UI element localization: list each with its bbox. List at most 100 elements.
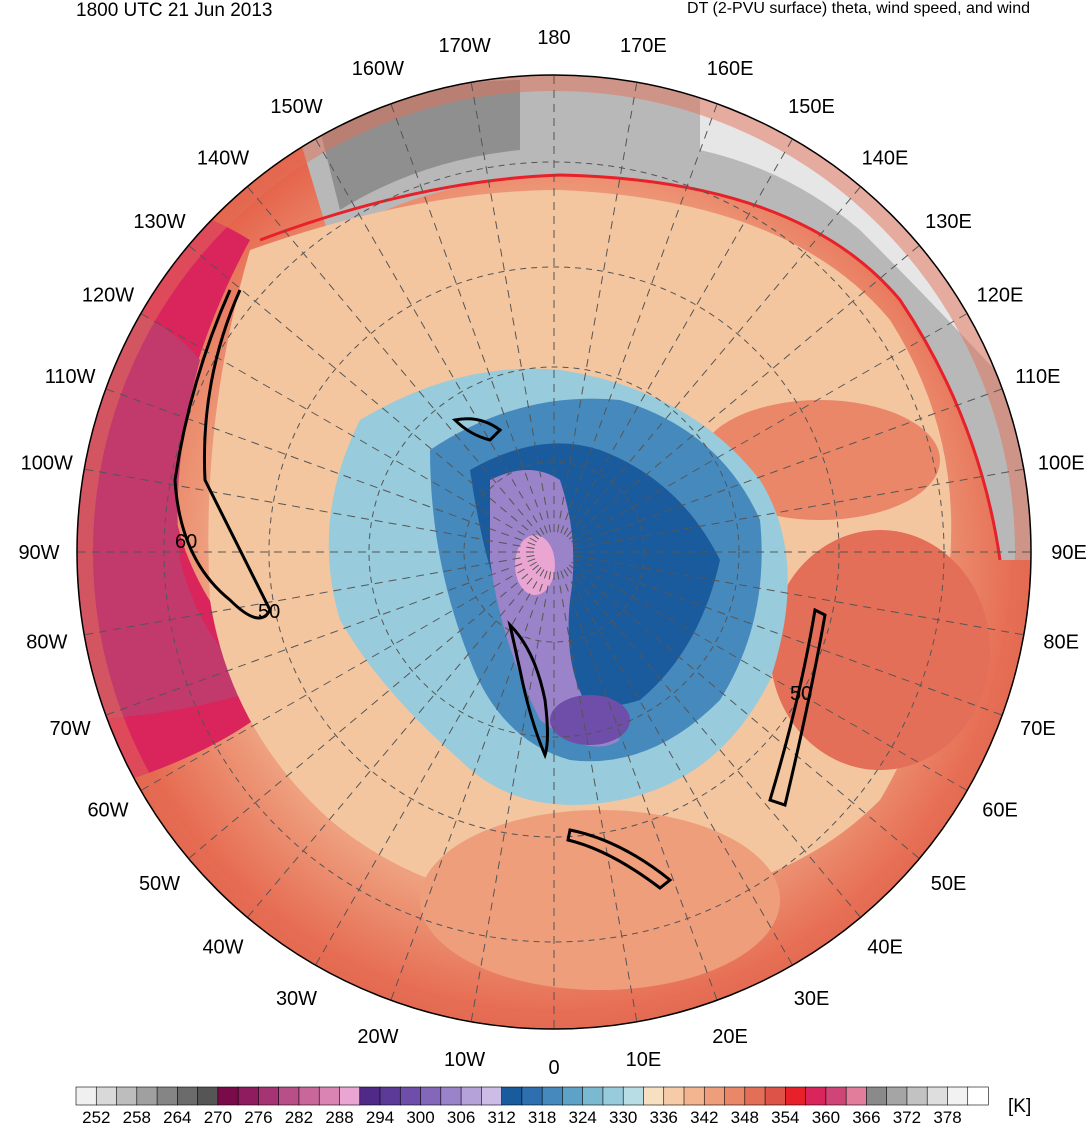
meridian-line [571, 313, 968, 543]
longitude-label: 80W [26, 631, 67, 653]
longitude-label: 170W [438, 35, 490, 57]
colorbar-swatch [399, 1086, 422, 1106]
longitude-label: 120W [82, 285, 134, 307]
colorbar-tick-label: 264 [163, 1108, 191, 1126]
wind-speed-contours [173, 289, 827, 890]
meridian-line [247, 566, 542, 918]
longitude-label: 160W [352, 58, 404, 80]
meridian-line [470, 82, 552, 533]
meridian-line [390, 103, 548, 534]
longitude-label: 110W [45, 366, 96, 388]
longitude-label: 70W [50, 718, 91, 740]
meridian-line [563, 569, 793, 966]
colorbar-swatch [440, 1086, 462, 1106]
theta-field [77, 75, 1031, 1029]
meridian-line [566, 566, 861, 918]
meridian-line [315, 569, 545, 966]
colorbar-tick-label: 372 [893, 1108, 921, 1126]
colorbar-swatch [703, 1086, 726, 1106]
colorbar-swatch [75, 1086, 97, 1106]
longitude-label: 150W [270, 96, 322, 118]
longitude-label: 90E [1051, 542, 1087, 564]
colorbar-swatch [926, 1086, 949, 1106]
colorbar-tick-label: 324 [569, 1108, 597, 1126]
longitude-label: 20E [712, 1026, 748, 1048]
longitude-label: 60E [982, 800, 1018, 822]
longitude-label: 100W [21, 453, 73, 475]
colorbar-tick-label: 258 [123, 1108, 151, 1126]
longitude-label: 70E [1020, 718, 1056, 740]
colorbar-tick-label: 318 [528, 1108, 556, 1126]
colorbar-swatch [359, 1086, 381, 1106]
longitude-label: 50E [931, 873, 967, 895]
longitude-label: 50W [139, 873, 180, 895]
meridian-line [188, 245, 540, 540]
colorbar-tick-label: 282 [285, 1108, 313, 1126]
product-title: DT (2-PVU surface) theta, wind speed, an… [687, 0, 1030, 17]
longitude-label: 30E [794, 988, 830, 1010]
colorbar-swatch [805, 1086, 827, 1106]
longitude-label: 90W [18, 542, 59, 564]
colorbar-swatch [744, 1086, 766, 1106]
colorbar-tick-label: 330 [609, 1108, 637, 1126]
meridian-line [560, 570, 718, 1001]
longitude-label: 0 [548, 1057, 559, 1079]
colorbar-swatch [136, 1086, 158, 1106]
longitude-label: 120E [977, 285, 1024, 307]
colorbar-swatch [298, 1086, 320, 1106]
longitude-label: 110E [1015, 366, 1060, 388]
colorbar-swatch [643, 1086, 665, 1106]
colorbar-tick-label: 276 [244, 1108, 272, 1126]
meridian-line [573, 468, 1024, 550]
colorbar-tick-label: 366 [852, 1108, 880, 1126]
colorbar-tick-label: 300 [406, 1108, 434, 1126]
colorbar-swatch [825, 1086, 847, 1106]
colorbar-swatch [663, 1086, 685, 1106]
meridian-line [84, 468, 535, 550]
colorbar-swatch [562, 1086, 584, 1106]
contour-label-60: 60 [175, 531, 197, 553]
meridian-line [140, 561, 537, 791]
longitude-label: 80E [1043, 631, 1079, 653]
meridian-line [571, 561, 968, 791]
colorbar-tick-label: 306 [447, 1108, 475, 1126]
colorbar-tick-label: 270 [204, 1108, 232, 1126]
longitude-label: 10W [444, 1049, 485, 1071]
meridian-line [566, 186, 861, 538]
contour-label-50-east: 50 [790, 683, 812, 705]
colorbar-tick-label: 360 [812, 1108, 840, 1126]
longitude-label: 140W [197, 148, 249, 170]
longitude-label: 180 [537, 27, 570, 49]
meridian-line [572, 388, 1003, 546]
colorbar-labels: 252 258 264 270 276 282 288 294 300 306 312 318 324 3… [82, 1108, 962, 1126]
longitude-label: 40E [867, 937, 903, 959]
meridian-line [556, 82, 638, 533]
colorbar-swatch [420, 1086, 442, 1106]
meridian-line [390, 570, 548, 1001]
colorbar-swatch [460, 1086, 482, 1106]
colorbar-tick-label: 252 [82, 1108, 110, 1126]
colorbar-units: [K] [1008, 1096, 1032, 1117]
colorbar-tick-label: 378 [933, 1108, 961, 1126]
longitude-label: 130E [925, 211, 972, 233]
meridian-line [573, 554, 1024, 636]
colorbar-swatch [156, 1086, 178, 1106]
colorbar-tick-label: 354 [771, 1108, 799, 1126]
colorbar-swatch [197, 1086, 219, 1106]
longitude-label: 170E [620, 35, 667, 57]
meridian-line [556, 571, 638, 1022]
colorbar-swatch [339, 1086, 361, 1106]
longitude-label: 150E [788, 96, 835, 118]
meridian-line [247, 186, 542, 538]
colorbar-tick-label: 336 [650, 1108, 678, 1126]
meridian-line [105, 388, 536, 546]
colorbar-swatch [177, 1086, 199, 1106]
colorbar-tick-label: 348 [731, 1108, 759, 1126]
meridian-line [188, 564, 540, 859]
colorbar-swatch [967, 1086, 989, 1106]
colorbar-swatch [116, 1086, 138, 1106]
longitude-label: 140E [862, 148, 909, 170]
longitude-label: 100E [1038, 453, 1085, 475]
longitude-label: 10E [626, 1049, 662, 1071]
